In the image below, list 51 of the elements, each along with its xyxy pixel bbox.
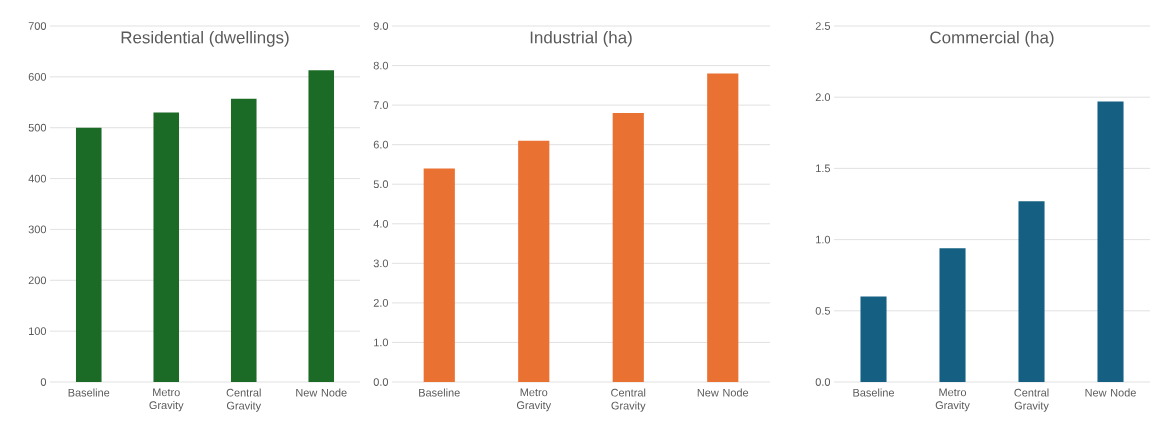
x-tick-label: Baseline — [853, 388, 895, 397]
x-tick-label: Metro Gravity — [935, 388, 970, 412]
x-tick-label: Baseline — [68, 388, 110, 397]
y-tick-label: 700 — [28, 22, 47, 30]
y-tick-label: 100 — [29, 327, 47, 336]
y-tick-label: 500 — [28, 123, 47, 132]
x-tick-label: Central Gravity — [226, 388, 262, 412]
chart-title: Commercial (ha) — [930, 31, 1054, 47]
bar — [612, 113, 644, 382]
y-tick-label: 0.0 — [373, 378, 389, 386]
bar — [423, 168, 455, 382]
y-tick-label: 0 — [40, 378, 47, 386]
y-tick-label: 600 — [28, 72, 47, 81]
bar — [939, 248, 966, 382]
y-tick-label: 0.5 — [815, 306, 831, 315]
bar — [707, 73, 739, 382]
bar — [860, 296, 887, 382]
x-tick-label: New Node — [1085, 388, 1136, 397]
y-tick-label: 8.0 — [373, 61, 389, 70]
x-tick-label: New Node — [697, 388, 749, 397]
x-tick-label: Central Gravity — [611, 388, 646, 412]
y-tick-label: 5.0 — [373, 180, 389, 189]
bar — [1018, 201, 1045, 382]
y-tick-label: 1.0 — [374, 338, 389, 347]
y-tick-label: 2.0 — [373, 299, 389, 307]
x-tick-label: Central Gravity — [1014, 388, 1049, 412]
bar — [518, 140, 550, 382]
y-tick-label: 200 — [28, 276, 47, 285]
y-tick-label: 2.0 — [815, 93, 831, 102]
y-tick-label: 3.0 — [373, 259, 389, 268]
x-tick-label: Baseline — [419, 388, 460, 397]
y-tick-label: 1.5 — [816, 164, 831, 173]
chart-title: Industrial (ha) — [530, 31, 632, 47]
bar — [75, 127, 102, 382]
y-tick-label: 7.0 — [373, 101, 389, 109]
bar — [308, 70, 335, 382]
bar — [1097, 101, 1124, 382]
y-tick-label: 4.0 — [373, 219, 389, 228]
x-tick-label: Metro Gravity — [149, 388, 184, 412]
y-tick-label: 9.0 — [373, 22, 389, 30]
y-tick-label: 1.0 — [816, 235, 831, 244]
y-tick-label: 300 — [28, 225, 47, 234]
x-tick-label: New Node — [296, 388, 347, 397]
y-tick-label: 0.0 — [815, 378, 831, 386]
chart-title: Residential (dwellings) — [121, 31, 289, 47]
y-tick-label: 400 — [28, 174, 47, 183]
bar — [230, 98, 257, 382]
x-tick-label: Metro Gravity — [516, 388, 552, 412]
y-tick-label: 2.5 — [815, 22, 831, 30]
y-tick-label: 6.0 — [373, 140, 389, 149]
bar — [153, 112, 180, 382]
